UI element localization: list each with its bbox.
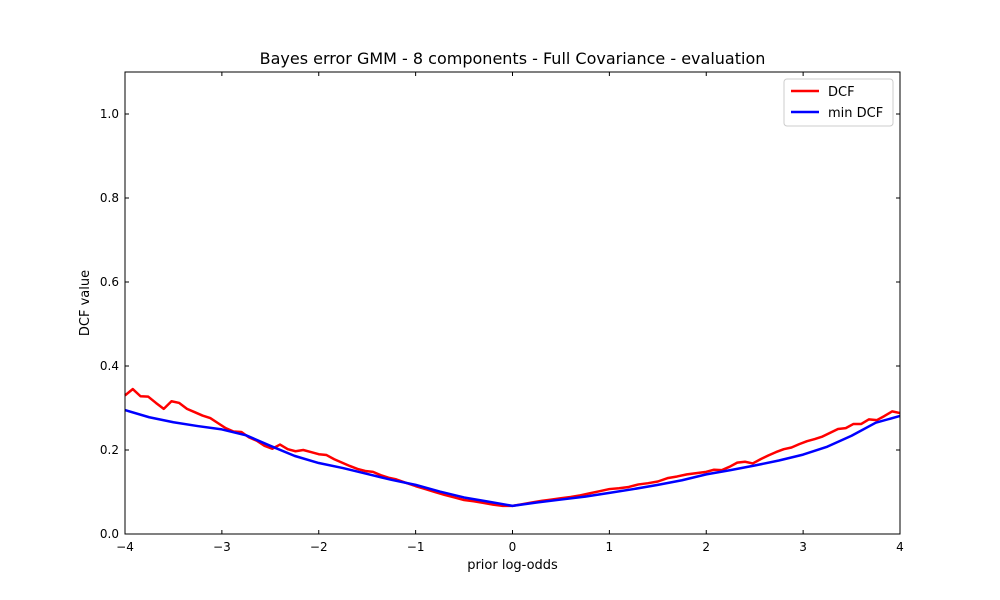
series-line-min-dcf xyxy=(124,408,901,508)
x-tick-label: 4 xyxy=(896,540,904,554)
legend-label-min-dcf: min DCF xyxy=(828,106,883,121)
x-tick-label: 2 xyxy=(702,540,710,554)
plot-frame xyxy=(124,71,901,535)
y-tick-label: 1.0 xyxy=(100,107,119,121)
y-tick-label: 0.2 xyxy=(100,443,119,457)
legend-label-dcf: DCF xyxy=(828,85,855,100)
x-tick-label: −4 xyxy=(116,540,134,554)
x-tick-label: −1 xyxy=(407,540,425,554)
y-axis-label: DCF value xyxy=(78,270,93,336)
chart-title: Bayes error GMM - 8 components - Full Co… xyxy=(260,49,766,68)
legend: DCF min DCF xyxy=(783,78,894,127)
x-tick-label: 1 xyxy=(606,540,614,554)
x-axis-label: prior log-odds xyxy=(467,558,558,573)
axis-ticks: −4 −3 −2 −1 0 1 2 3 4 0.0 0.2 0.4 0.6 0.8 1.0 xyxy=(100,72,904,554)
x-tick-label: −3 xyxy=(213,540,231,554)
x-tick-label: 0 xyxy=(509,540,517,554)
series-lines xyxy=(124,387,901,508)
y-tick-label: 0.8 xyxy=(100,191,119,205)
x-tick-label: −2 xyxy=(310,540,328,554)
y-tick-label: 0.0 xyxy=(100,527,119,541)
y-tick-label: 0.4 xyxy=(100,359,119,373)
x-tick-label: 3 xyxy=(799,540,807,554)
y-tick-label: 0.6 xyxy=(100,275,119,289)
